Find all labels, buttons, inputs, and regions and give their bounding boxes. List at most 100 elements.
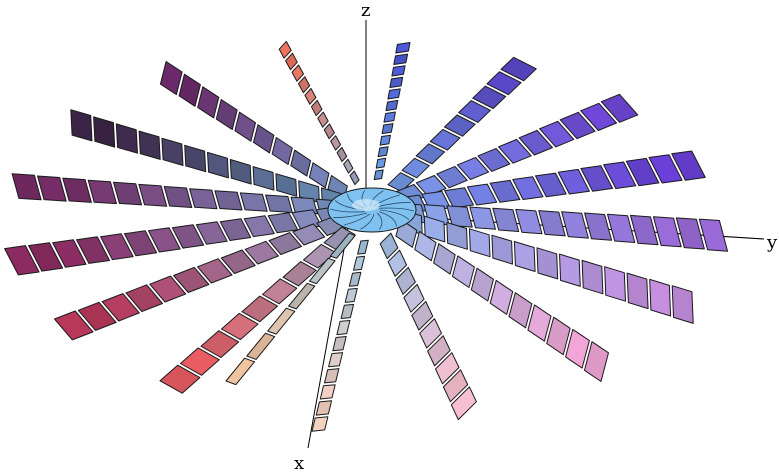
surface-tile — [171, 224, 205, 249]
surface-tile — [220, 249, 256, 274]
surface-tile — [649, 278, 672, 317]
surface-tile — [184, 144, 207, 173]
surface-tile — [379, 134, 391, 146]
surface-tile — [559, 111, 596, 140]
surface-tile — [415, 143, 446, 165]
surface-tile — [557, 168, 590, 195]
surface-tile — [357, 239, 369, 255]
surface-tile — [515, 208, 543, 235]
surface-tile — [435, 352, 460, 385]
hub-swirl-line — [379, 207, 415, 212]
surface-tile — [180, 347, 220, 376]
surface-tile — [113, 181, 143, 206]
surface-tile — [546, 316, 571, 356]
surface-tile — [229, 159, 252, 185]
surface-tile — [149, 275, 187, 303]
surface-tile — [147, 227, 181, 253]
surface-tile — [395, 266, 416, 295]
surface-tile — [317, 111, 329, 128]
surface-tile — [340, 303, 355, 319]
surface-tile — [401, 157, 430, 179]
hub-swirl-line — [376, 201, 411, 208]
surface-tile — [565, 328, 590, 369]
surface-tile — [489, 179, 521, 203]
surface-tile — [291, 64, 304, 82]
surface-tile — [195, 221, 228, 245]
surface-tile — [348, 271, 362, 287]
hub-swirl-line — [344, 213, 371, 226]
surface-tile — [11, 173, 42, 201]
surface-tile — [427, 335, 451, 367]
surface-tile — [87, 179, 117, 205]
surface-tile — [309, 257, 336, 285]
surface-tile — [315, 400, 333, 416]
surface-tile — [387, 172, 415, 193]
surface-tile — [77, 301, 117, 331]
surface-tile — [429, 128, 461, 151]
surface-tile — [393, 53, 409, 65]
surface-tile — [470, 267, 494, 302]
surface-tile — [671, 285, 694, 324]
surface-tile — [698, 218, 729, 252]
surface-tile — [239, 192, 268, 212]
surface-tile — [466, 183, 498, 206]
surface-tile — [115, 123, 138, 154]
surface-tile — [415, 175, 447, 197]
surface-tile — [197, 86, 220, 119]
x-axis-line — [307, 221, 350, 449]
surface-tile — [221, 312, 259, 341]
surface-tile — [630, 214, 659, 246]
axis-labels: z y x — [294, 0, 778, 474]
surface-tile — [458, 100, 491, 123]
spoke-5 — [54, 214, 349, 341]
surface-tile — [292, 223, 326, 246]
surface-tile — [508, 292, 533, 329]
surface-tile — [37, 175, 67, 202]
surface-tile — [444, 114, 476, 137]
surface-tile — [241, 295, 278, 323]
spoke-8 — [373, 42, 411, 181]
surface-tile — [535, 172, 567, 198]
surface-tile — [472, 85, 507, 109]
hub-swirl-line — [333, 212, 368, 219]
surface-tile — [419, 318, 442, 349]
surface-tile — [159, 364, 201, 394]
surface-tile — [561, 211, 589, 239]
surface-tile — [267, 212, 299, 234]
surface-tile — [125, 284, 163, 312]
surface-tile — [477, 147, 511, 172]
surface-tile — [452, 255, 475, 288]
surface-tile — [234, 111, 256, 142]
surface-tile — [450, 386, 477, 421]
surface-hub — [327, 187, 417, 233]
spoke-13 — [401, 209, 694, 324]
surface-tile — [330, 135, 342, 151]
surface-tile — [446, 205, 473, 228]
surface-tile — [268, 232, 302, 255]
spoke-12 — [400, 202, 729, 252]
surface-tile — [373, 169, 384, 181]
surface-tile — [385, 99, 399, 112]
surface-tile — [603, 161, 637, 189]
surface-tile — [332, 336, 347, 352]
surface-tile — [625, 157, 660, 187]
surface-tile — [559, 253, 581, 287]
surface-tile — [246, 332, 276, 360]
surface-tile — [491, 234, 513, 265]
surface-tile — [161, 137, 184, 166]
spiral-surface — [4, 40, 729, 432]
surface-tile — [527, 304, 552, 342]
surface-tile — [282, 261, 317, 287]
surface-tile — [336, 146, 348, 163]
surface-tile — [253, 124, 275, 154]
surface-tile — [389, 76, 404, 88]
surface-tile — [215, 99, 238, 131]
surface-tile — [648, 154, 683, 184]
surface-tile — [70, 109, 93, 142]
surface-tile — [328, 352, 344, 368]
surface-tile — [675, 217, 705, 250]
surface-tile — [285, 52, 298, 71]
surface-tile — [584, 341, 609, 382]
surface-tile — [403, 283, 425, 313]
surface-tile — [349, 170, 360, 186]
